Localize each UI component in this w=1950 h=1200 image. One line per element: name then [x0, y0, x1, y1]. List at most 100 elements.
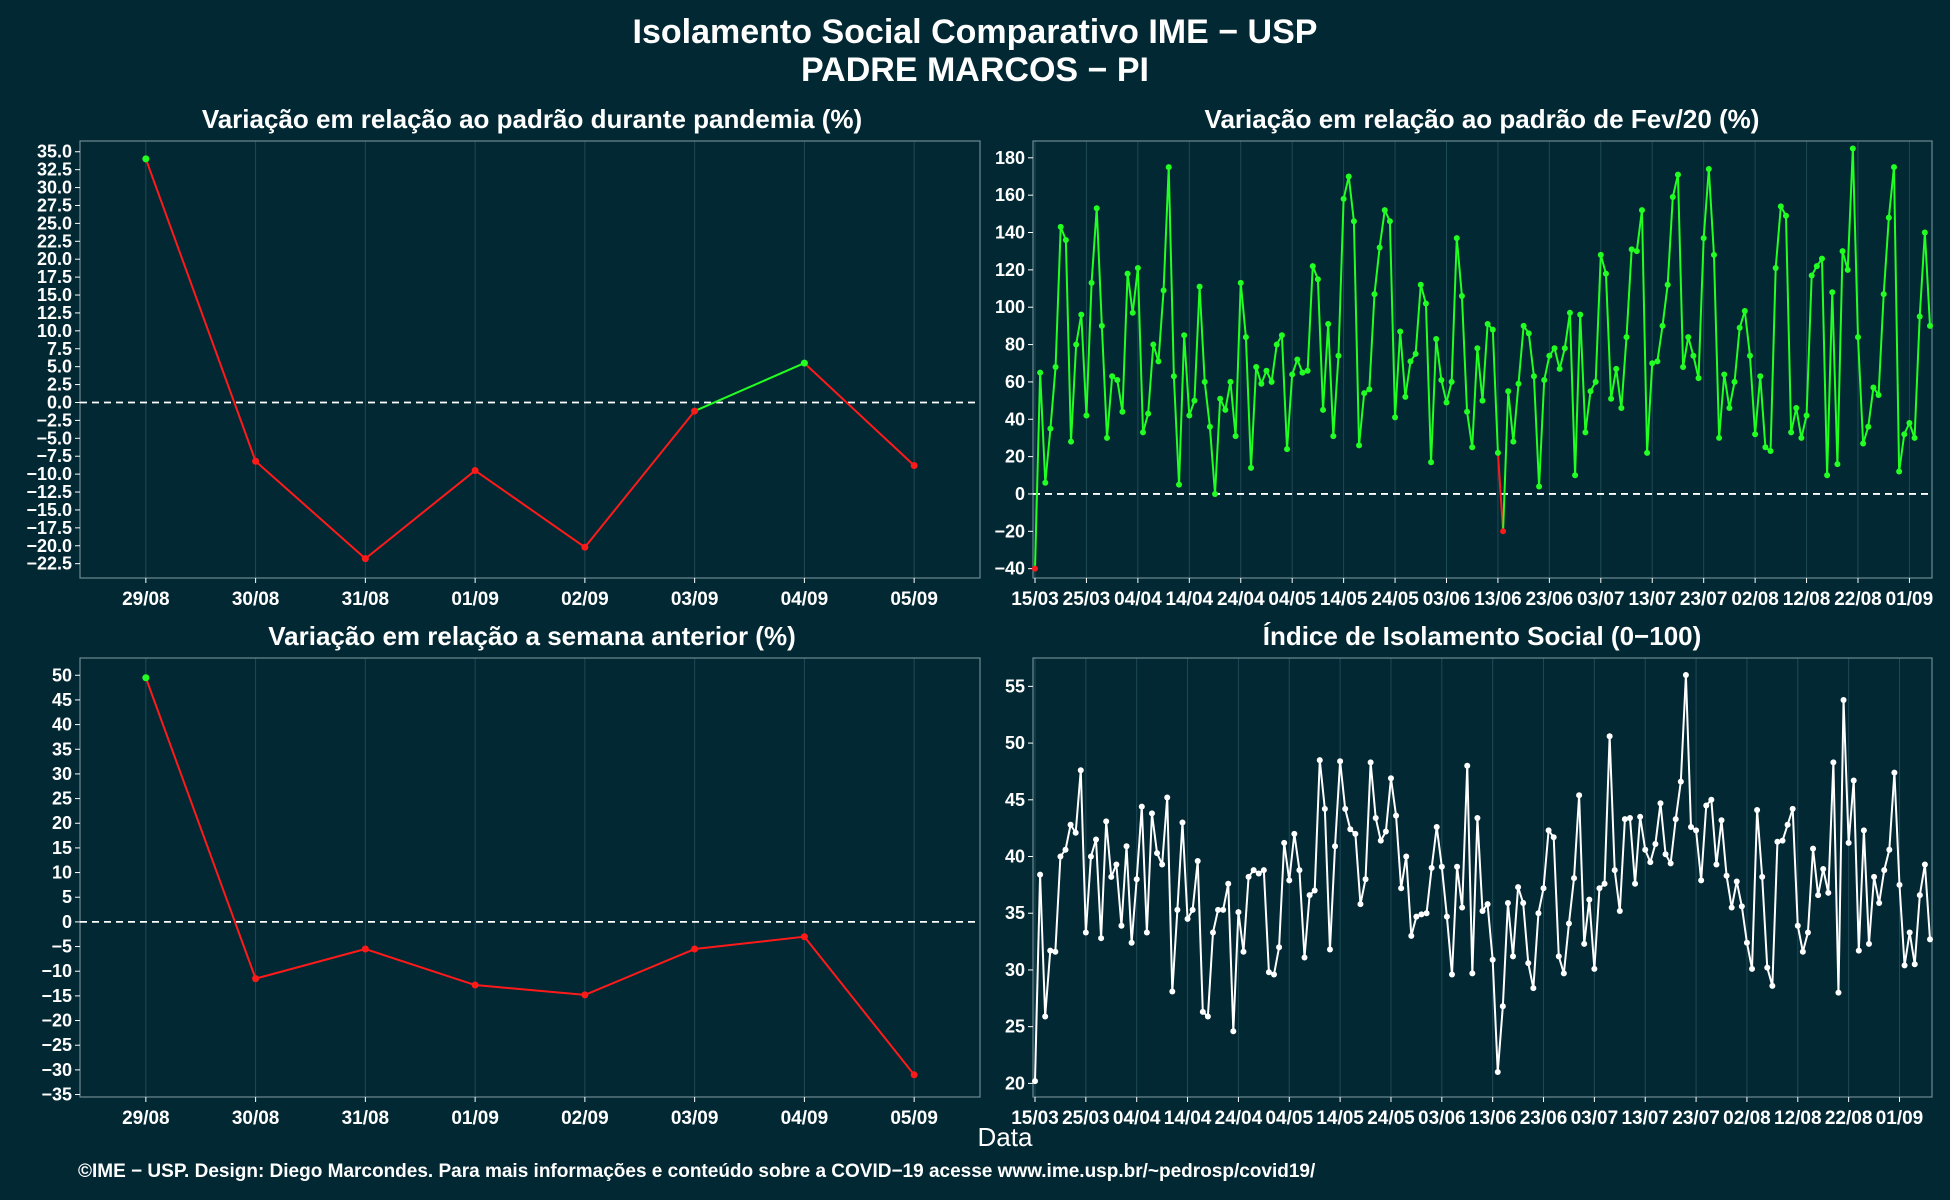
series-segment — [1882, 217, 1890, 295]
series-segment — [1250, 366, 1258, 468]
series-segment — [1125, 846, 1133, 943]
data-point — [1525, 330, 1532, 337]
data-point — [1876, 900, 1883, 907]
data-point — [800, 359, 808, 367]
data-point — [1647, 859, 1654, 866]
series-segment — [1801, 932, 1809, 953]
data-point — [800, 933, 808, 941]
data-point — [1042, 479, 1049, 486]
series-segment — [1594, 254, 1602, 382]
series-segment — [1676, 174, 1685, 367]
series-segment — [1214, 398, 1222, 495]
data-point — [1613, 365, 1620, 372]
data-point — [1572, 472, 1579, 479]
x-tick-label: 22/08 — [1834, 589, 1882, 610]
data-point — [1393, 812, 1400, 819]
series-segment — [1183, 335, 1191, 416]
series-segment — [1450, 866, 1459, 975]
data-point — [1309, 263, 1316, 270]
series-segment — [1851, 148, 1859, 338]
data-point — [1386, 218, 1393, 225]
series-segment — [1567, 877, 1576, 924]
data-point — [1068, 438, 1075, 445]
data-point — [1591, 965, 1598, 972]
series-segment — [1883, 849, 1891, 871]
series-segment — [1166, 797, 1174, 992]
data-point — [1181, 332, 1188, 339]
x-tick-label: 04/09 — [781, 589, 829, 610]
data-point — [1464, 408, 1471, 415]
data-point — [1530, 985, 1537, 992]
data-point — [1582, 429, 1589, 436]
data-point — [1777, 203, 1784, 210]
series-segment — [1328, 846, 1337, 950]
data-point — [1642, 846, 1649, 853]
series-segment — [1206, 932, 1214, 1017]
data-point — [1659, 322, 1666, 329]
series-segment — [1080, 314, 1088, 416]
series-segment — [1836, 251, 1844, 465]
series-segment — [1507, 391, 1515, 442]
series-segment — [1913, 316, 1921, 438]
series-segment — [1888, 772, 1896, 850]
data-point — [1875, 391, 1882, 398]
series-segment — [1322, 323, 1330, 410]
data-point — [1664, 281, 1671, 288]
series-segment — [364, 469, 476, 560]
series-segment — [1090, 208, 1098, 284]
data-point — [1454, 863, 1461, 870]
data-point — [1652, 841, 1659, 848]
x-tick-label: 04/09 — [781, 1108, 829, 1129]
data-point — [1577, 311, 1584, 318]
series-segment — [254, 460, 367, 560]
data-point — [1345, 173, 1352, 180]
data-point — [1545, 827, 1552, 834]
y-tick-label: 50 — [52, 665, 72, 685]
series-segment — [1628, 817, 1637, 884]
series-segment — [1710, 799, 1718, 865]
x-tick-label: 13/07 — [1621, 1108, 1669, 1129]
series-segment — [1728, 381, 1736, 409]
series-segment — [1537, 888, 1545, 914]
x-tick-label: 24/05 — [1371, 589, 1419, 610]
data-point — [1682, 672, 1689, 679]
data-point — [1377, 837, 1384, 844]
series-segment — [1306, 266, 1314, 371]
data-point — [1723, 872, 1730, 879]
data-point — [1752, 431, 1759, 438]
series-segment — [1893, 772, 1901, 885]
series-segment — [1120, 846, 1128, 926]
series-segment — [1805, 275, 1813, 416]
data-point — [1335, 352, 1342, 359]
data-point — [1581, 940, 1588, 947]
data-point — [1810, 845, 1817, 852]
data-point — [1601, 880, 1608, 887]
series-segment — [1378, 209, 1386, 248]
y-tick-label: −5.0 — [36, 428, 72, 448]
series-segment — [1659, 803, 1667, 855]
series-segment — [1095, 839, 1103, 939]
data-point — [1669, 194, 1676, 201]
data-point — [1654, 358, 1661, 365]
data-point — [691, 407, 699, 415]
series-segment — [1105, 821, 1113, 878]
data-point — [1263, 367, 1270, 374]
figure-subtitle: PADRE MARCOS − PI — [801, 51, 1149, 89]
series-segment — [1774, 206, 1782, 269]
data-point — [1685, 334, 1692, 341]
data-point — [1332, 843, 1339, 850]
series-segment — [1334, 761, 1342, 847]
data-point — [1626, 814, 1633, 821]
series-segment — [1039, 372, 1047, 483]
series-segment — [1593, 888, 1601, 969]
data-point — [1459, 904, 1466, 911]
data-point — [1494, 449, 1501, 456]
data-point — [1469, 444, 1476, 451]
data-point — [1721, 371, 1728, 378]
data-point — [910, 462, 918, 470]
x-tick-label: 13/06 — [1469, 1108, 1517, 1129]
series-segment — [1208, 426, 1217, 495]
data-point — [1637, 813, 1644, 820]
